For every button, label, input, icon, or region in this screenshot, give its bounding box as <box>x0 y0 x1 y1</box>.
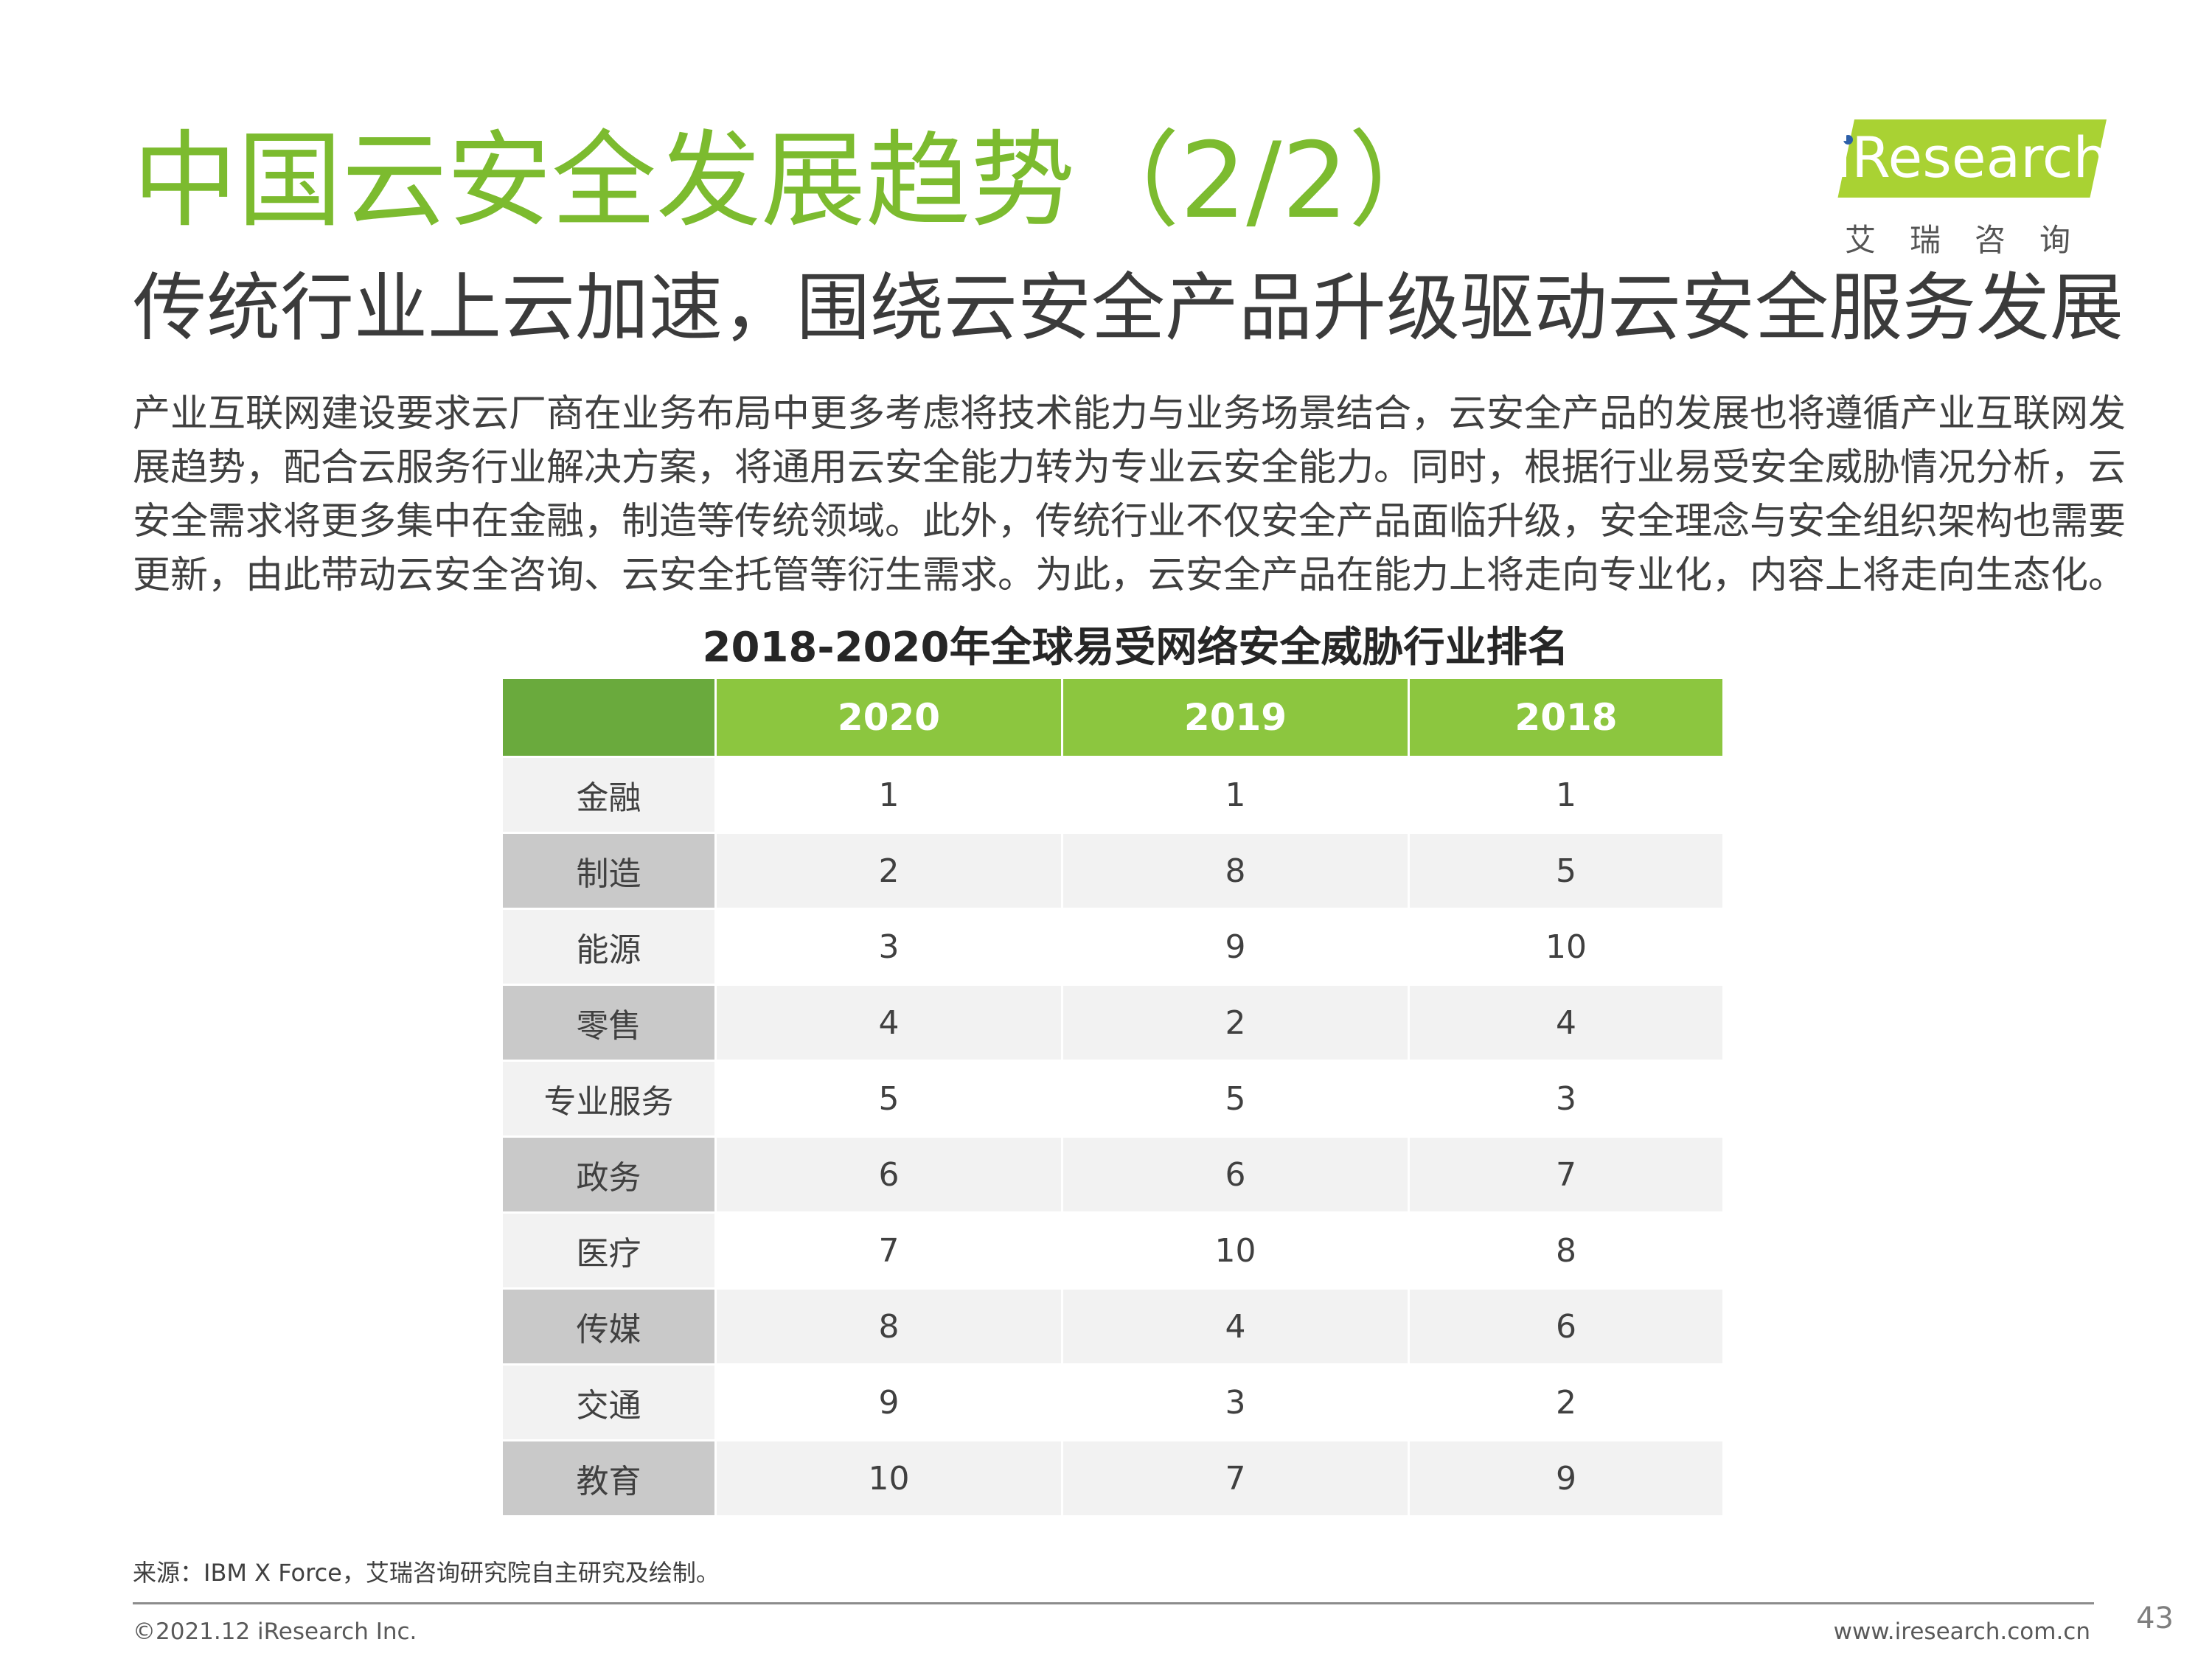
table-row: 政务 6 6 7 <box>501 1135 1725 1214</box>
page-number: 43 <box>2136 1601 2174 1635</box>
rank-2019-cell: 3 <box>1061 1363 1410 1441</box>
industry-cell: 专业服务 <box>501 1060 717 1138</box>
industry-cell: 零售 <box>501 984 717 1062</box>
table-row: 交通 9 3 2 <box>501 1363 1725 1441</box>
intro-line: 产业互联网建设要求云厂商在业务布局中更多考虑将技术能力与业务场景结合，云安全产品… <box>133 392 2126 436</box>
rank-2019-cell: 6 <box>1061 1135 1410 1214</box>
footer-divider <box>133 1602 2094 1604</box>
rank-2019-cell: 8 <box>1061 832 1410 910</box>
rank-2018-cell: 8 <box>1408 1211 1725 1290</box>
rank-2018-cell: 7 <box>1408 1135 1725 1214</box>
rank-2019-cell: 9 <box>1061 908 1410 986</box>
industry-cell: 医疗 <box>501 1211 717 1290</box>
rank-2018-cell: 2 <box>1408 1363 1725 1441</box>
table-header-2018: 2018 <box>1408 677 1725 758</box>
rank-2018-cell: 5 <box>1408 832 1725 910</box>
rank-2020-cell: 7 <box>714 1211 1063 1290</box>
industry-cell: 政务 <box>501 1135 717 1214</box>
table-row: 医疗 7 10 8 <box>501 1211 1725 1290</box>
rank-2020-cell: 1 <box>714 756 1063 834</box>
rank-2020-cell: 4 <box>714 984 1063 1062</box>
intro-line: 更新，由此带动云安全咨询、云安全托管等衍生需求。为此，云安全产品在能力上将走向专… <box>133 554 2126 597</box>
page-title: 中国云安全发展趋势（2/2） <box>133 120 1453 242</box>
rank-2018-cell: 9 <box>1408 1439 1725 1517</box>
intro-line: 展趋势，配合云服务行业解决方案，将通用云安全能力转为专业云安全能力。同时，根据行… <box>133 446 2126 490</box>
rank-2019-cell: 5 <box>1061 1060 1410 1138</box>
website-url: www.iresearch.com.cn <box>1833 1618 2090 1645</box>
copyright: ©2021.12 iResearch Inc. <box>133 1618 417 1645</box>
table-header-row: 2020 2019 2018 <box>501 677 1725 758</box>
rank-2020-cell: 6 <box>714 1135 1063 1214</box>
logo-wordmark: iResearch <box>1836 125 2109 190</box>
rank-2018-cell: 1 <box>1408 756 1725 834</box>
table-header-corner <box>501 677 717 758</box>
rank-2020-cell: 2 <box>714 832 1063 910</box>
rank-2019-cell: 2 <box>1061 984 1410 1062</box>
industry-cell: 传媒 <box>501 1287 717 1366</box>
iresearch-logo: iResearch 艾瑞咨询 <box>1836 118 2116 258</box>
intro-paragraph: 产业互联网建设要求云厂商在业务布局中更多考虑将技术能力与业务场景结合，云安全产品… <box>133 387 2126 602</box>
table-header-2019: 2019 <box>1061 677 1410 758</box>
rank-2020-cell: 5 <box>714 1060 1063 1138</box>
industry-cell: 制造 <box>501 832 717 910</box>
rank-2019-cell: 4 <box>1061 1287 1410 1366</box>
table-row: 教育 10 7 9 <box>501 1439 1725 1517</box>
rank-2018-cell: 3 <box>1408 1060 1725 1138</box>
rank-2018-cell: 6 <box>1408 1287 1725 1366</box>
ranking-table: 2020 2019 2018 金融 1 1 1 制造 2 8 5 能源 3 9 10 零售 4 2 4 专业服务… <box>501 677 1725 1517</box>
rank-2019-cell: 7 <box>1061 1439 1410 1517</box>
rank-2020-cell: 9 <box>714 1363 1063 1441</box>
intro-line: 安全需求将更多集中在金融，制造等传统领域。此外，传统行业不仅安全产品面临升级，安… <box>133 500 2126 543</box>
rank-2018-cell: 10 <box>1408 908 1725 986</box>
industry-cell: 教育 <box>501 1439 717 1517</box>
table-row: 零售 4 2 4 <box>501 984 1725 1062</box>
table-row: 制造 2 8 5 <box>501 832 1725 910</box>
page-subtitle: 传统行业上云加速，围绕云安全产品升级驱动云安全服务发展 <box>133 265 2124 351</box>
industry-cell: 交通 <box>501 1363 717 1441</box>
rank-2020-cell: 3 <box>714 908 1063 986</box>
logo-chinese: 艾瑞咨询 <box>1845 222 2105 258</box>
rank-2020-cell: 10 <box>714 1439 1063 1517</box>
source-note: 来源：IBM X Force，艾瑞咨询研究院自主研究及绘制。 <box>133 1559 720 1587</box>
table-row: 传媒 8 4 6 <box>501 1287 1725 1366</box>
table-row: 金融 1 1 1 <box>501 756 1725 834</box>
industry-cell: 金融 <box>501 756 717 834</box>
table-row: 能源 3 9 10 <box>501 908 1725 986</box>
rank-2019-cell: 1 <box>1061 756 1410 834</box>
rank-2019-cell: 10 <box>1061 1211 1410 1290</box>
industry-cell: 能源 <box>501 908 717 986</box>
rank-2018-cell: 4 <box>1408 984 1725 1062</box>
table-header-2020: 2020 <box>714 677 1063 758</box>
table-title: 2018-2020年全球易受网络安全威胁行业排名 <box>702 624 1569 672</box>
logo-dot-icon <box>1843 135 1853 145</box>
rank-2020-cell: 8 <box>714 1287 1063 1366</box>
table-row: 专业服务 5 5 3 <box>501 1060 1725 1138</box>
